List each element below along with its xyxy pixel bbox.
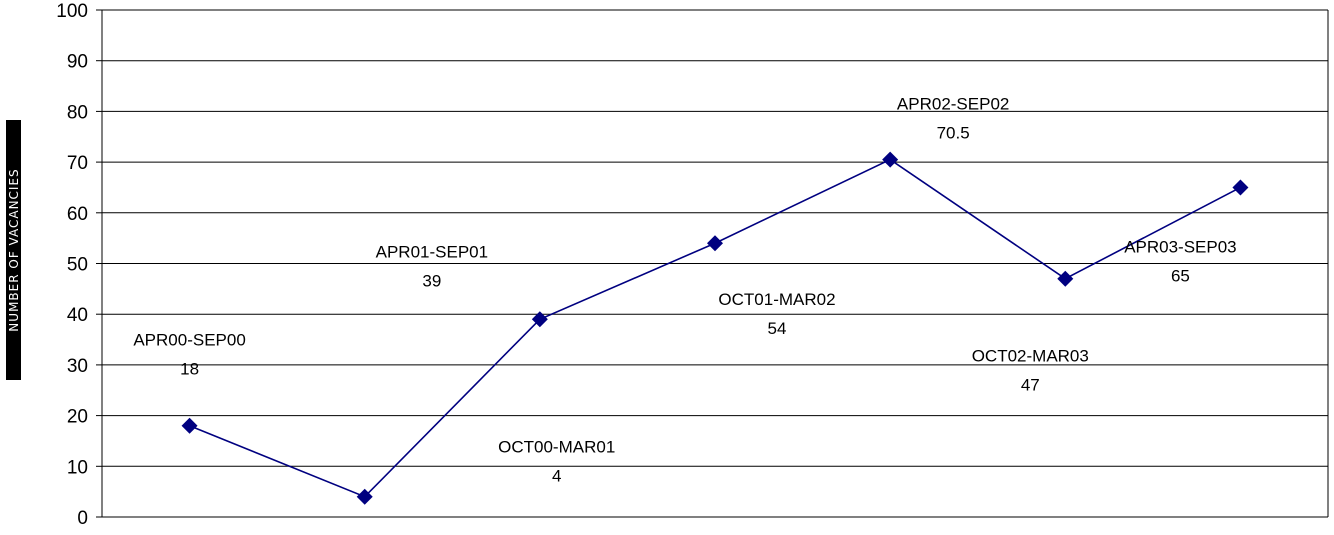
data-markers: [181, 151, 1249, 505]
data-label-value: 65: [1171, 266, 1190, 285]
data-point-marker: [181, 417, 198, 434]
data-point-marker: [707, 235, 723, 252]
data-label-category: APR03-SEP03: [1124, 237, 1236, 256]
data-label-value: 4: [552, 467, 561, 486]
data-label-value: 70.5: [937, 124, 970, 143]
data-label-category: APR01-SEP01: [376, 242, 488, 261]
y-tick-label: 90: [67, 52, 88, 73]
data-label-value: 54: [768, 319, 787, 338]
y-tick-label: 30: [67, 356, 88, 377]
data-label-value: 18: [180, 360, 199, 379]
series-line-path: [189, 158, 1241, 498]
y-tick-label: 80: [67, 102, 88, 123]
data-point-marker: [356, 488, 373, 505]
series-line: [189, 158, 1241, 498]
y-tick-labels: 0 10 20 30 40 50 60 70 80 90 100: [56, 1, 88, 529]
y-tick-label: 20: [67, 407, 88, 428]
data-labels: APR00-SEP00 18 OCT00-MAR01 4 APR01-SEP01 39 OC…: [133, 95, 1236, 486]
data-label-category: OCT02-MAR03: [972, 347, 1089, 366]
y-tick-label: 70: [67, 153, 88, 174]
y-tick-label: 40: [67, 305, 88, 326]
data-label-value: 47: [1021, 376, 1040, 395]
data-point-marker: [531, 311, 548, 328]
data-label-value: 39: [422, 271, 441, 290]
y-tick-label: 60: [67, 204, 88, 225]
y-axis-label-background: [6, 120, 21, 380]
gridlines: [102, 9, 1328, 467]
data-label-category: APR02-SEP02: [897, 95, 1009, 114]
data-point-marker: [1232, 179, 1249, 196]
y-tick-label: 0: [77, 508, 88, 529]
axes: [96, 9, 1329, 518]
y-tick-label: 50: [67, 255, 88, 276]
y-tick-label: 10: [67, 457, 88, 478]
data-point-marker: [882, 151, 899, 168]
y-tick-label: 100: [56, 1, 88, 22]
data-label-category: OCT01-MAR02: [718, 290, 835, 309]
data-label-category: APR00-SEP00: [133, 331, 245, 350]
data-label-category: OCT00-MAR01: [498, 438, 615, 457]
data-point-marker: [1057, 270, 1074, 287]
